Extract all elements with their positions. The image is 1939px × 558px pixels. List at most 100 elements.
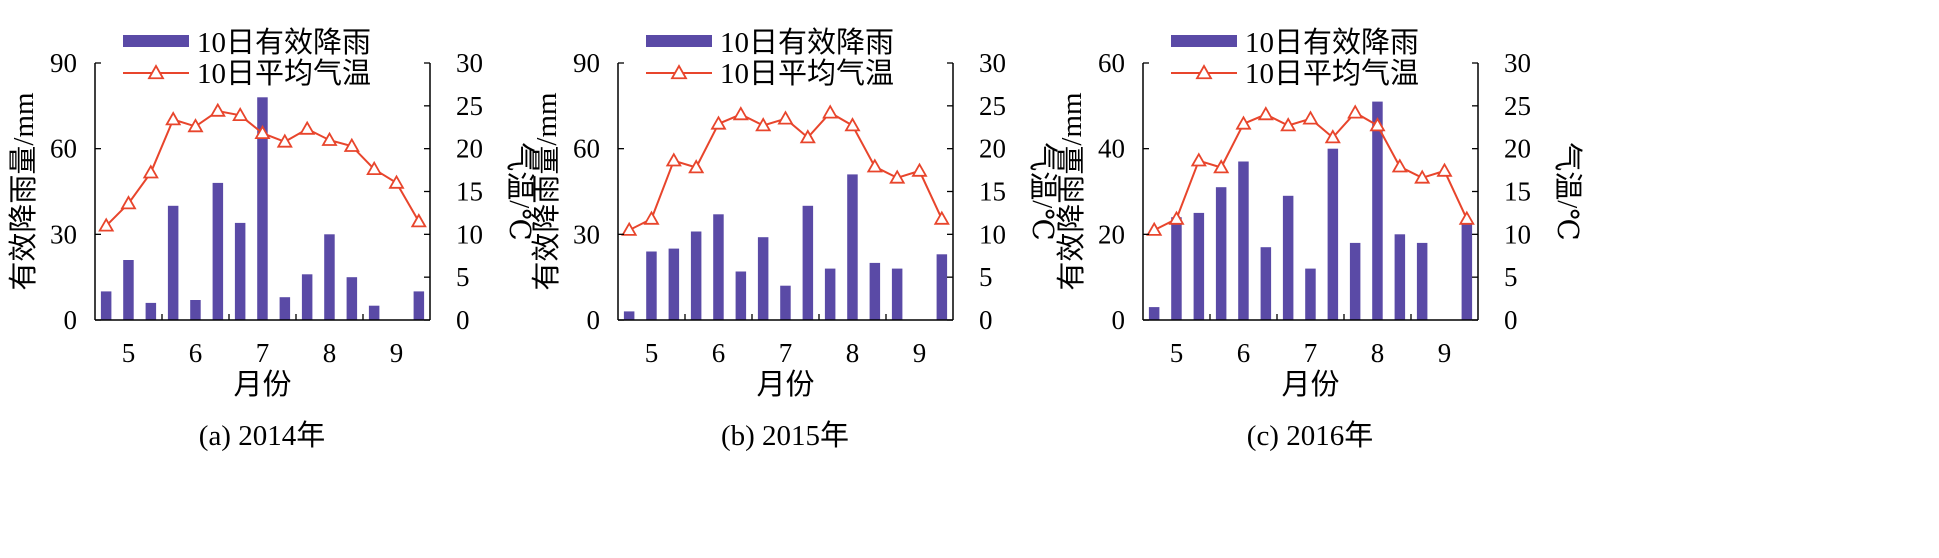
y-right-tick-label: 15 (456, 177, 483, 207)
bar (1305, 268, 1316, 320)
y-left-title: 有效降雨量/mm (530, 92, 563, 291)
panel-caption: (a) 2014年 (199, 419, 325, 452)
y-right-tick-label: 30 (979, 48, 1006, 78)
bar (936, 254, 948, 320)
y-right-tick-label: 5 (456, 262, 470, 292)
temperature-marker (755, 117, 772, 132)
bar (847, 174, 858, 320)
temperature-marker (1235, 115, 1252, 130)
temperature-marker (643, 210, 660, 225)
y-right-tick-label: 20 (979, 134, 1006, 164)
y-left-tick-label: 60 (50, 134, 77, 164)
temperature-marker (1280, 117, 1297, 132)
legend-bar-label: 10日有效降雨 (720, 26, 894, 59)
x-tick-label: 9 (390, 338, 404, 368)
y-right-tick-label: 25 (979, 91, 1006, 121)
legend-marker (147, 64, 165, 80)
temperature-marker (777, 110, 794, 125)
x-axis-title: 月份 (1281, 368, 1339, 401)
bar (668, 248, 680, 320)
bar (780, 285, 791, 320)
y-right-title: 气温/℃ (503, 142, 536, 241)
legend-line-label: 10日平均气温 (1245, 57, 1419, 90)
bar (234, 222, 246, 320)
temperature-marker (299, 120, 316, 135)
bar (1327, 148, 1339, 320)
temperature-marker (343, 137, 360, 152)
y-right-tick-label: 10 (1504, 219, 1531, 249)
x-tick-label: 5 (645, 338, 659, 368)
y-right-tick-label: 20 (456, 134, 483, 164)
bar (646, 251, 657, 320)
bar (1349, 242, 1361, 320)
temperature-marker (1436, 162, 1453, 177)
legend-line-label: 10日平均气温 (197, 57, 371, 90)
y-left-tick-label: 0 (1112, 305, 1126, 335)
y-left-tick-label: 30 (573, 219, 600, 249)
x-tick-label: 8 (323, 338, 337, 368)
temperature-marker (98, 217, 115, 232)
bar (869, 262, 881, 320)
temperature-line (628, 111, 943, 231)
temperature-marker (142, 164, 159, 179)
y-left-tick-label: 60 (573, 134, 600, 164)
bar (713, 214, 724, 320)
temperature-marker (276, 133, 293, 148)
y-right-tick-label: 15 (979, 177, 1006, 207)
y-left-tick-label: 0 (587, 305, 601, 335)
bar (1193, 212, 1205, 320)
temperature-marker (866, 158, 883, 173)
legend-bar-swatch (123, 35, 189, 47)
y-right-title: 气温/℃ (1026, 142, 1059, 241)
temperature-marker (844, 117, 861, 132)
bar (123, 260, 134, 320)
bar (190, 300, 201, 320)
temperature-marker (665, 152, 682, 167)
bar (167, 205, 179, 320)
temperature-marker (799, 129, 816, 144)
bar (1416, 242, 1428, 320)
temperature-marker (1414, 169, 1431, 184)
y-right-tick-label: 0 (456, 305, 470, 335)
chart-panel-2: 0 30 60 90 0 5 10 15 20 25 30 5 6 7 8 9 有效降雨量/mm 气温/℃ 月份 (b… (530, 26, 1059, 452)
y-left-tick-label: 0 (64, 305, 78, 335)
bar (100, 291, 112, 320)
bar (257, 97, 268, 320)
y-right-tick-label: 25 (1504, 91, 1531, 121)
x-tick-label: 6 (1237, 338, 1251, 368)
y-right-tick-label: 20 (1504, 134, 1531, 164)
temperature-marker (710, 115, 727, 130)
temperature-marker (621, 221, 638, 236)
y-left-title: 有效降雨量/mm (1055, 92, 1088, 291)
legend-line-label: 10日平均气温 (720, 57, 894, 90)
bar (623, 311, 635, 320)
bar (279, 297, 291, 320)
bar (824, 268, 836, 320)
x-tick-label: 7 (256, 338, 270, 368)
bar (1238, 161, 1249, 320)
temperature-marker (366, 160, 383, 176)
x-axis-title: 月份 (756, 368, 814, 401)
y-right-tick-label: 10 (456, 219, 483, 249)
temperature-marker (911, 162, 928, 177)
bar (1282, 195, 1294, 320)
x-tick-label: 5 (1170, 338, 1184, 368)
y-left-tick-label: 60 (1098, 48, 1125, 78)
y-left-tick-label: 90 (573, 48, 600, 78)
x-tick-label: 8 (846, 338, 860, 368)
legend-bar-label: 10日有效降雨 (197, 26, 371, 59)
legend-bar-swatch (646, 35, 712, 47)
temperature-marker (1168, 210, 1185, 225)
temperature-marker (732, 106, 749, 121)
bar (301, 274, 313, 320)
bar (1171, 217, 1182, 320)
temperature-marker (120, 195, 137, 210)
y-right-tick-label: 30 (456, 48, 483, 78)
x-tick-label: 6 (189, 338, 203, 368)
y-left-tick-label: 90 (50, 48, 77, 78)
panel-caption: (b) 2015年 (721, 419, 849, 452)
temperature-marker (254, 124, 271, 140)
